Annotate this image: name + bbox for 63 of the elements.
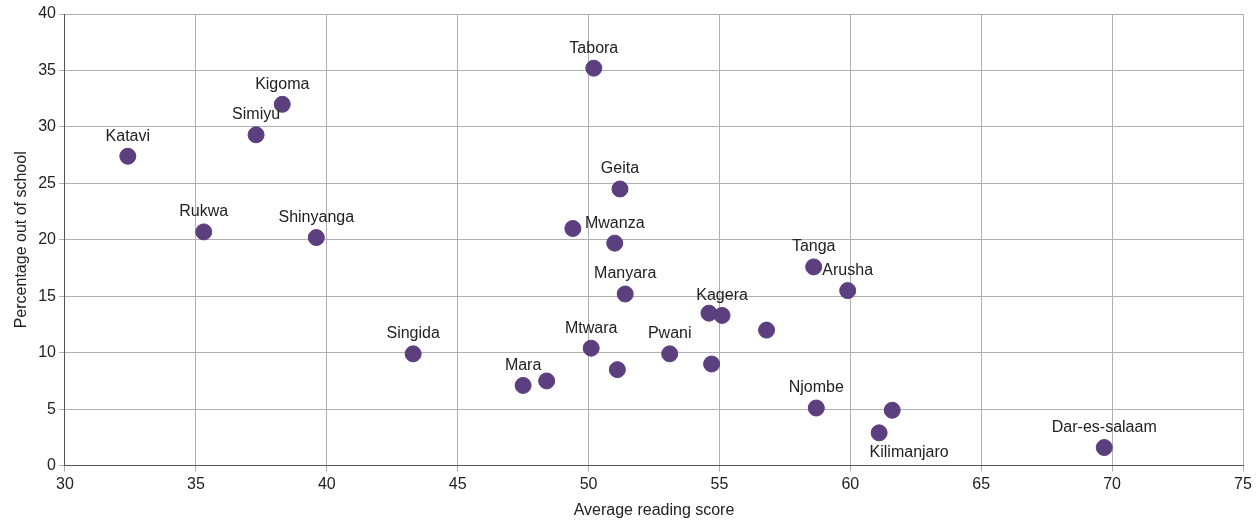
annotation: Njombe [788,378,844,396]
annotation: Manyara [594,264,657,282]
y-tick-label: 25 [38,173,57,191]
annotation: Kigoma [255,74,310,92]
point [606,234,624,252]
point [805,258,823,276]
annotation: Dar-es-salaam [1051,417,1157,435]
x-tick-label: 45 [448,474,467,492]
annotation: Arusha [822,261,874,279]
y-tick-label: 5 [47,399,57,417]
x-tick-label: 60 [841,474,860,492]
point [611,180,629,198]
annotation: Singida [386,324,440,342]
x-tick-label: 65 [972,474,991,492]
point [616,285,634,303]
annotation: Tabora [569,38,619,56]
y-tick-label: 15 [38,286,57,304]
annotation: Geita [600,159,640,177]
point [870,424,888,442]
point [564,220,582,238]
y-tick-label: 35 [38,60,57,78]
annotation: Mara [504,355,542,373]
x-tick-label: 35 [186,474,205,492]
point [585,59,603,77]
point [839,282,857,300]
annotation: Mtwara [564,318,618,336]
point [807,399,825,417]
annotation: Kilimanjaro [869,443,949,461]
y-tick-label: 40 [38,4,57,22]
y-tick-label: 0 [47,456,57,474]
annotation: Katavi [105,126,151,144]
point [1095,439,1113,457]
point [307,229,325,247]
y-tick-label: 10 [38,343,57,361]
point [404,345,422,363]
y-tick-label: 30 [38,117,57,135]
point [582,339,600,357]
x-tick-label: 70 [1103,474,1122,492]
point [608,361,626,379]
point [514,376,532,394]
point [703,355,721,373]
x-tick-label: 40 [317,474,336,492]
annotation: Kagera [696,285,748,303]
y-axis-title: Percentage out of school [12,151,30,329]
annotation: Shinyanga [278,207,355,225]
annotation: Simiyu [232,105,281,123]
x-axis-title: Average reading score [573,500,735,518]
x-tick-label: 50 [579,474,598,492]
point [758,321,776,339]
x-tick-label: 55 [710,474,729,492]
point [538,372,556,390]
annotation: Rukwa [179,202,229,220]
point [713,306,731,324]
point [883,401,901,419]
point [661,345,679,363]
annotation: Pwani [647,324,692,342]
annotation: Tanga [791,237,836,255]
point [119,147,137,165]
x-tick-label: 75 [1234,474,1252,492]
y-tick-label: 20 [38,230,57,248]
point [195,223,213,241]
annotation: Mwanza [584,213,645,231]
point [247,126,265,144]
